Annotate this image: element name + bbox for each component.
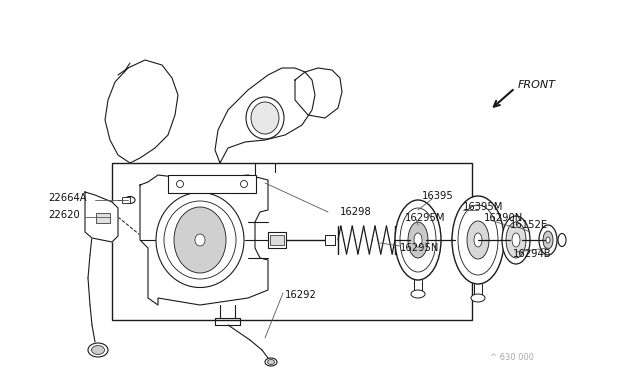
Polygon shape	[295, 68, 342, 118]
Text: FRONT: FRONT	[518, 80, 556, 90]
Bar	[122, 197, 130, 203]
Ellipse shape	[395, 200, 441, 280]
Ellipse shape	[92, 346, 104, 355]
Text: 16294B: 16294B	[513, 249, 552, 259]
Ellipse shape	[408, 222, 428, 258]
Ellipse shape	[156, 192, 244, 288]
Ellipse shape	[414, 233, 422, 247]
Text: 16298: 16298	[340, 207, 372, 217]
Polygon shape	[85, 192, 118, 242]
Ellipse shape	[411, 290, 425, 298]
Ellipse shape	[512, 233, 520, 247]
Ellipse shape	[88, 343, 108, 357]
Ellipse shape	[458, 205, 498, 275]
Ellipse shape	[474, 233, 482, 247]
Bar	[168, 175, 256, 193]
Text: 22620: 22620	[48, 210, 80, 220]
Text: ^ 630 000: ^ 630 000	[490, 353, 534, 362]
Ellipse shape	[539, 225, 557, 255]
Ellipse shape	[195, 234, 205, 246]
Ellipse shape	[174, 207, 226, 273]
Ellipse shape	[506, 222, 526, 258]
Text: 16395M: 16395M	[463, 202, 504, 212]
Ellipse shape	[546, 237, 550, 243]
Ellipse shape	[251, 102, 279, 134]
Text: 16295M: 16295M	[405, 213, 445, 223]
Bar	[96, 213, 110, 223]
Bar	[325, 235, 335, 245]
Ellipse shape	[467, 221, 489, 259]
Ellipse shape	[268, 359, 275, 365]
Bar	[112, 163, 472, 320]
Text: 22664A: 22664A	[48, 193, 86, 203]
Ellipse shape	[502, 216, 530, 264]
Polygon shape	[105, 60, 178, 163]
Ellipse shape	[265, 358, 277, 366]
Bar	[268, 232, 286, 248]
Ellipse shape	[241, 180, 248, 187]
Ellipse shape	[125, 196, 135, 203]
Ellipse shape	[177, 180, 184, 187]
Ellipse shape	[543, 231, 553, 249]
Bar	[270, 235, 284, 245]
Text: 16292: 16292	[285, 290, 317, 300]
Ellipse shape	[452, 196, 504, 284]
Ellipse shape	[558, 234, 566, 247]
Text: 16152E: 16152E	[510, 220, 548, 230]
Text: 16295N: 16295N	[400, 243, 440, 253]
Ellipse shape	[400, 208, 436, 272]
Text: 16395: 16395	[422, 191, 454, 201]
Text: 16290N: 16290N	[484, 213, 524, 223]
Polygon shape	[215, 68, 315, 163]
Ellipse shape	[246, 97, 284, 139]
Polygon shape	[140, 175, 268, 305]
Ellipse shape	[471, 294, 485, 302]
Ellipse shape	[164, 201, 236, 279]
